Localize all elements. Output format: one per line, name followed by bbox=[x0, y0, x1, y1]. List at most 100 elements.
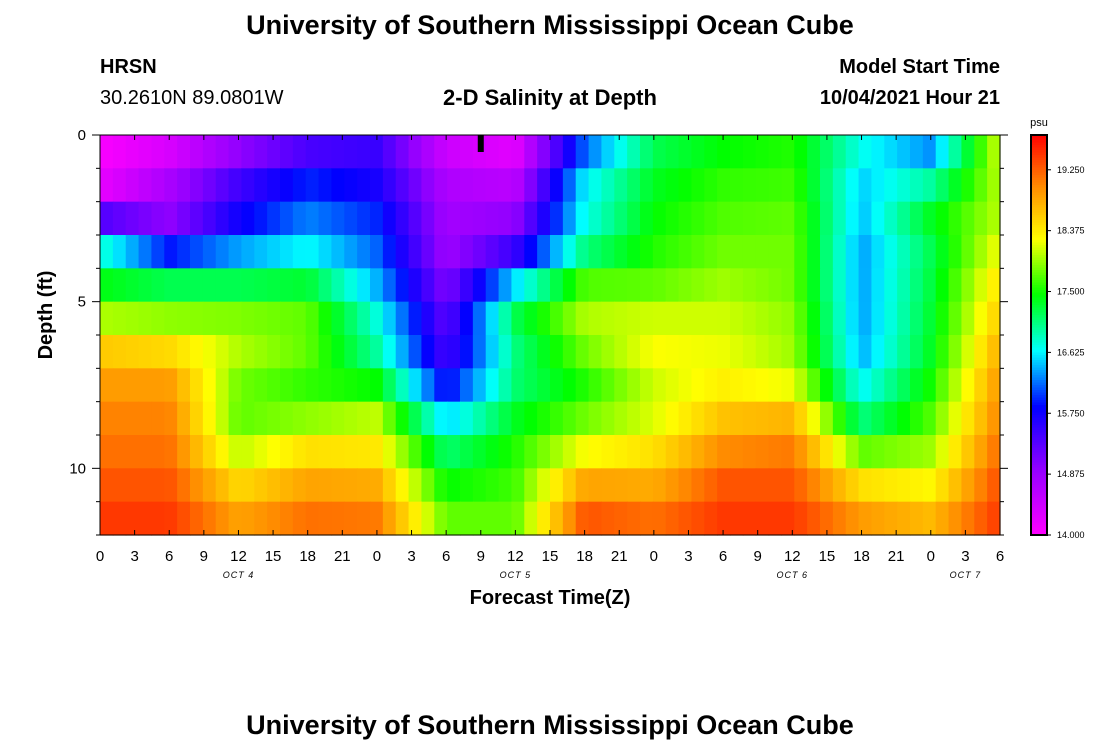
heatmap-cell bbox=[357, 501, 371, 536]
heatmap-cell bbox=[267, 301, 281, 336]
heatmap-cell bbox=[588, 135, 603, 169]
heatmap-cell bbox=[280, 501, 294, 536]
colorbar-cell bbox=[1031, 527, 1047, 531]
heatmap-cell bbox=[807, 401, 821, 436]
heatmap-cell bbox=[794, 168, 808, 203]
heatmap-cell bbox=[987, 401, 1001, 436]
heatmap-cell bbox=[640, 468, 654, 503]
colorbar-cell bbox=[1031, 252, 1047, 256]
heatmap-cell bbox=[768, 201, 783, 236]
colorbar-cell bbox=[1031, 437, 1047, 441]
heatmap-cell bbox=[640, 435, 654, 469]
colorbar-cell bbox=[1031, 142, 1047, 146]
heatmap-cell bbox=[421, 501, 435, 536]
heatmap-cell bbox=[395, 301, 410, 336]
heatmap-cell bbox=[498, 235, 513, 269]
heatmap-cell bbox=[974, 368, 988, 403]
heatmap-cell bbox=[331, 301, 345, 336]
heatmap-cell bbox=[974, 335, 988, 369]
colorbar-cell bbox=[1031, 222, 1047, 226]
heatmap-cell bbox=[832, 468, 847, 503]
heatmap-cell bbox=[267, 201, 281, 236]
heatmap-cell bbox=[922, 401, 937, 436]
current-time-marker bbox=[477, 135, 484, 152]
heatmap-cell bbox=[138, 135, 153, 169]
heatmap-cell bbox=[318, 468, 333, 503]
x-tick-label: 15 bbox=[819, 548, 836, 565]
heatmap-cell bbox=[987, 268, 1001, 303]
heatmap-cell bbox=[704, 401, 718, 436]
colorbar-cell bbox=[1031, 385, 1047, 389]
heatmap-cell bbox=[742, 201, 757, 236]
heatmap-cell bbox=[498, 135, 513, 169]
heatmap-cell bbox=[678, 235, 693, 269]
heatmap-cell bbox=[884, 268, 898, 303]
y-tick-label: 10 bbox=[69, 460, 86, 477]
heatmap-cell bbox=[267, 368, 281, 403]
heatmap-cell bbox=[922, 168, 937, 203]
colorbar-cell bbox=[1031, 500, 1047, 504]
heatmap-cell bbox=[421, 435, 435, 469]
colorbar-cell bbox=[1031, 160, 1047, 164]
heatmap-cell bbox=[524, 468, 538, 503]
heatmap-cell bbox=[138, 335, 153, 369]
heatmap-cell bbox=[331, 401, 345, 436]
heatmap-cell bbox=[395, 335, 410, 369]
heatmap-cell bbox=[151, 301, 165, 336]
heatmap-cell bbox=[910, 435, 924, 469]
heatmap-cell bbox=[550, 501, 564, 536]
heatmap-cell bbox=[344, 335, 358, 369]
heatmap-cell bbox=[550, 468, 564, 503]
heatmap-cell bbox=[125, 135, 140, 169]
heatmap-cell bbox=[112, 435, 127, 469]
heatmap-cell bbox=[704, 135, 718, 169]
colorbar-cell bbox=[1031, 182, 1047, 186]
heatmap-cell bbox=[537, 401, 551, 436]
heatmap-cell bbox=[395, 135, 410, 169]
heatmap-cell bbox=[755, 168, 770, 203]
heatmap-cell bbox=[755, 501, 770, 536]
heatmap-cell bbox=[344, 435, 358, 469]
heatmap-cell bbox=[730, 301, 744, 336]
heatmap-cell bbox=[202, 168, 217, 203]
colorbar-cell bbox=[1031, 297, 1047, 301]
heatmap-cell bbox=[408, 301, 423, 336]
colorbar-cell bbox=[1031, 270, 1047, 274]
heatmap-cell bbox=[447, 235, 461, 269]
heatmap-cell bbox=[935, 201, 950, 236]
heatmap-cell bbox=[640, 268, 654, 303]
heatmap-cell bbox=[832, 168, 847, 203]
heatmap-cell bbox=[845, 335, 860, 369]
heatmap-cell bbox=[704, 335, 718, 369]
x-tick-label: 15 bbox=[542, 548, 559, 565]
colorbar-cell bbox=[1031, 360, 1047, 364]
heatmap-cell bbox=[447, 201, 461, 236]
colorbar-cell bbox=[1031, 410, 1047, 414]
colorbar-cell bbox=[1031, 157, 1047, 161]
heatmap-cell bbox=[511, 468, 525, 503]
heatmap-cell bbox=[845, 301, 860, 336]
heatmap-cell bbox=[382, 168, 397, 203]
heatmap-cell bbox=[691, 435, 705, 469]
heatmap-cell bbox=[562, 401, 577, 436]
station-name: HRSN bbox=[100, 56, 157, 78]
colorbar-cell bbox=[1031, 282, 1047, 286]
heatmap-cell bbox=[434, 335, 448, 369]
heatmap-cell bbox=[537, 301, 551, 336]
heatmap-cell bbox=[974, 501, 988, 536]
colorbar-cell bbox=[1031, 145, 1047, 149]
colorbar-cell bbox=[1031, 140, 1047, 144]
heatmap-cell bbox=[871, 335, 885, 369]
colorbar-cell bbox=[1031, 345, 1047, 349]
heatmap-cell bbox=[910, 335, 924, 369]
heatmap-cell bbox=[472, 268, 487, 303]
heatmap-cell bbox=[974, 268, 988, 303]
heatmap-cell bbox=[987, 368, 1001, 403]
heatmap-cell bbox=[215, 235, 230, 269]
heatmap-cell bbox=[190, 401, 204, 436]
heatmap-cell bbox=[472, 235, 487, 269]
heatmap-cell bbox=[331, 501, 345, 536]
heatmap-cell bbox=[614, 135, 628, 169]
heatmap-cell bbox=[794, 268, 808, 303]
heatmap-cell bbox=[524, 201, 538, 236]
